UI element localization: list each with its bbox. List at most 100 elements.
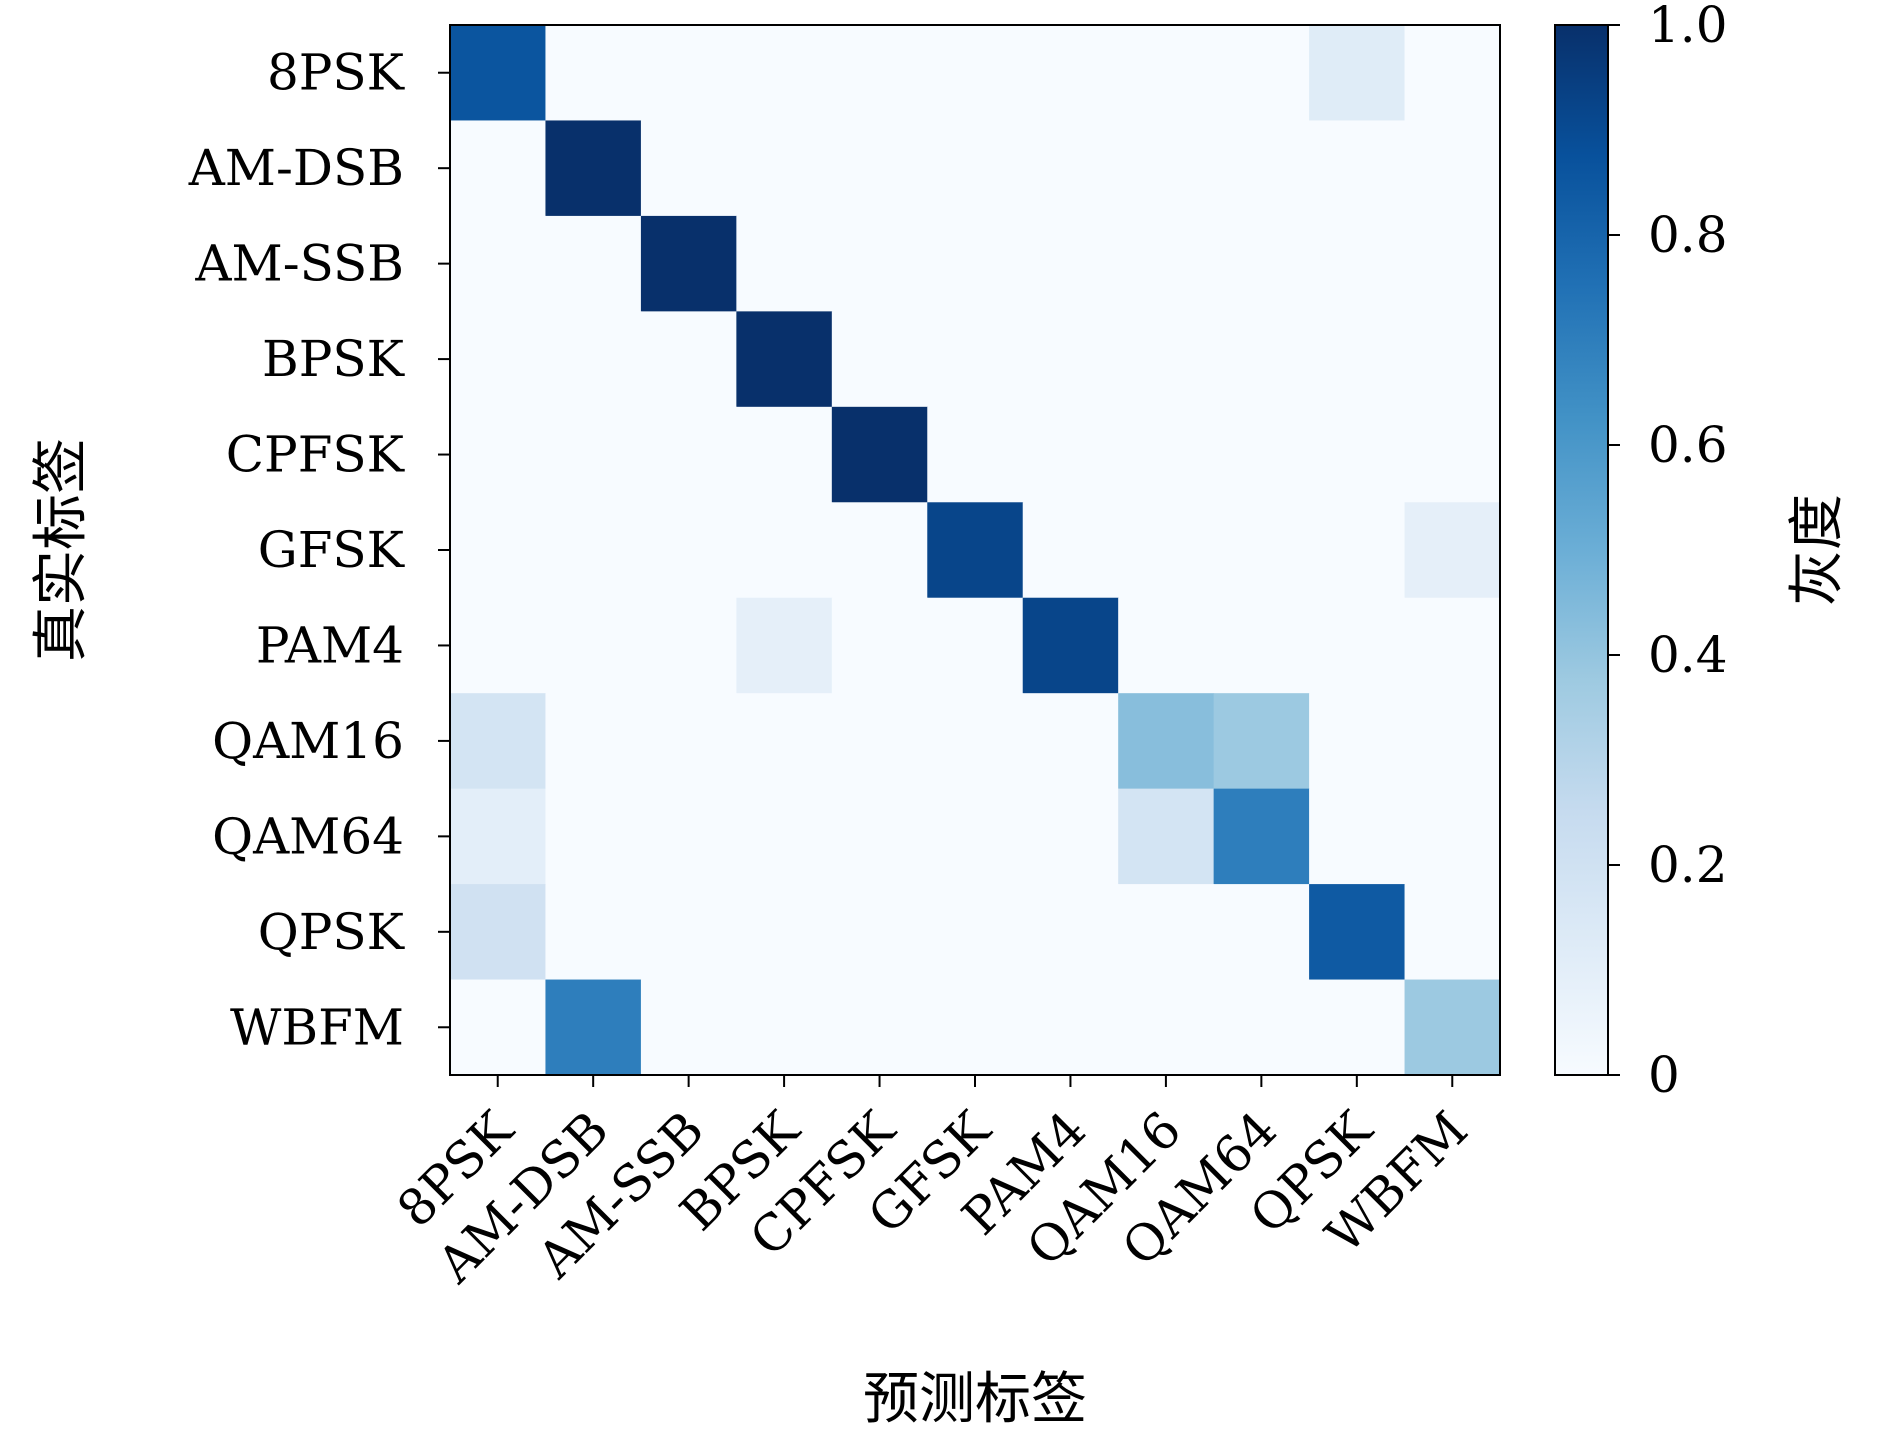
heatmap-cell: [1022, 120, 1119, 217]
heatmap-cell: [1213, 597, 1310, 694]
heatmap-cell: [927, 311, 1024, 408]
heatmap-cell: [545, 215, 642, 312]
heatmap-cell: [831, 120, 928, 217]
heatmap-cell: [1404, 406, 1501, 503]
heatmap-cell: [545, 502, 642, 599]
heatmap-cell: [450, 215, 546, 312]
heatmap-cell: [831, 215, 928, 312]
heatmap-cell: [1118, 215, 1215, 312]
heatmap-cell: [831, 693, 928, 790]
heatmap-cell: [1404, 693, 1501, 790]
heatmap-cell: [831, 25, 928, 121]
heatmap-cell: [545, 979, 642, 1076]
heatmap-cell: [545, 597, 642, 694]
heatmap-cell: [831, 311, 928, 408]
heatmap-cell: [736, 120, 833, 217]
heatmap-cell: [927, 25, 1024, 121]
heatmap-cell: [1213, 979, 1310, 1076]
y-tick-label: 8PSK: [267, 44, 406, 102]
heatmap-cell: [1118, 502, 1215, 599]
heatmap-cell: [927, 884, 1024, 981]
heatmap-cell: [1309, 788, 1406, 885]
heatmap-cell: [1404, 788, 1501, 885]
heatmap-cell: [640, 502, 737, 599]
heatmap-cell: [831, 884, 928, 981]
heatmap-cell: [831, 597, 928, 694]
heatmap-cell: [640, 884, 737, 981]
heatmap-cell: [1118, 884, 1215, 981]
heatmap-cell: [545, 788, 642, 885]
heatmap-cell: [545, 311, 642, 408]
y-tick-label: PAM4: [256, 616, 404, 674]
heatmap-cell: [450, 406, 546, 503]
heatmap-cell: [450, 884, 546, 981]
heatmap-cell: [1309, 25, 1406, 121]
heatmap-cell: [450, 311, 546, 408]
heatmap-cell: [1404, 120, 1501, 217]
heatmap-cell: [736, 502, 833, 599]
heatmap-cell: [450, 597, 546, 694]
y-tick-label: AM-DSB: [188, 139, 404, 197]
heatmap-cell: [1118, 597, 1215, 694]
heatmap-cell: [1022, 502, 1119, 599]
heatmap-cell: [831, 979, 928, 1076]
heatmap-cell: [450, 788, 546, 885]
heatmap-cell: [1022, 979, 1119, 1076]
heatmap-cell: [927, 215, 1024, 312]
heatmap-cell: [1213, 120, 1310, 217]
heatmap-cell: [1404, 311, 1501, 408]
heatmap-cell: [1309, 311, 1406, 408]
y-tick-label: QAM64: [212, 807, 404, 865]
heatmap-cell: [927, 502, 1024, 599]
heatmap-cell: [1309, 406, 1406, 503]
heatmap-cell: [927, 597, 1024, 694]
y-tick-label: GFSK: [258, 521, 406, 579]
y-tick-label: QPSK: [258, 903, 406, 961]
heatmap-cell: [1404, 215, 1501, 312]
heatmap-cell: [1213, 406, 1310, 503]
heatmap-cell: [927, 120, 1024, 217]
heatmap-cell: [1022, 884, 1119, 981]
heatmap-cell: [1213, 693, 1310, 790]
heatmap-cell: [640, 215, 737, 312]
colorbar-label: 灰度: [1785, 494, 1850, 606]
heatmap-cell: [1022, 25, 1119, 121]
heatmap-cell: [1118, 406, 1215, 503]
heatmap-cell: [640, 406, 737, 503]
y-axis-label: 真实标签: [29, 438, 94, 662]
heatmap-cell: [545, 693, 642, 790]
heatmap-cell: [1309, 215, 1406, 312]
heatmap-cell: [1404, 884, 1501, 981]
heatmap-cell: [1118, 979, 1215, 1076]
heatmap-cell: [1118, 25, 1215, 121]
heatmap-cell: [736, 215, 833, 312]
colorbar: [1554, 24, 1609, 1076]
heatmap-cell: [640, 120, 737, 217]
heatmap-cell: [736, 979, 833, 1076]
y-tick-label: WBFM: [230, 998, 404, 1056]
heatmap-cells: [450, 25, 1501, 1076]
heatmap-cell: [545, 25, 642, 121]
heatmap-cell: [545, 120, 642, 217]
heatmap-cell: [1213, 215, 1310, 312]
heatmap-cell: [736, 597, 833, 694]
heatmap-cell: [831, 502, 928, 599]
heatmap-cell: [736, 25, 833, 121]
heatmap-cell: [1213, 25, 1310, 121]
heatmap-cell: [1118, 693, 1215, 790]
heatmap-cell: [1309, 597, 1406, 694]
heatmap-cell: [450, 693, 546, 790]
heatmap-cell: [545, 406, 642, 503]
heatmap-cell: [1022, 215, 1119, 312]
heatmap-cell: [736, 693, 833, 790]
heatmap-cell: [640, 25, 737, 121]
heatmap-cell: [736, 884, 833, 981]
x-axis: 8PSKAM-DSBAM-SSBBPSKCPFSKGFSKPAM4QAM16QA…: [386, 1075, 1479, 1294]
heatmap-cell: [927, 788, 1024, 885]
heatmap-cell: [1118, 311, 1215, 408]
heatmap-cell: [1404, 597, 1501, 694]
heatmap-cell: [1022, 406, 1119, 503]
heatmap-cell: [736, 311, 833, 408]
heatmap-cell: [1309, 693, 1406, 790]
